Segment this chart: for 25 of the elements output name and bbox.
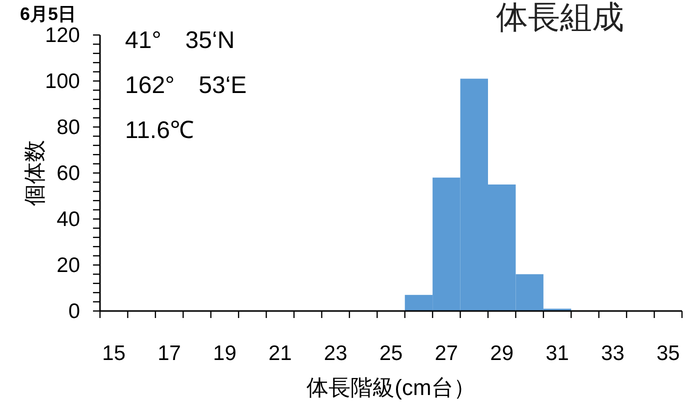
text: 6月5日: [20, 4, 76, 24]
y-axis-title: 個体数: [22, 140, 47, 206]
x-tick-label: 35: [656, 342, 680, 365]
annotation: 162° 53‘E: [125, 72, 247, 99]
x-tick-label: 27: [434, 342, 458, 365]
x-tick-label: 23: [324, 342, 348, 365]
x-tick-label: 33: [601, 342, 624, 365]
y-tick-label: 0: [68, 300, 80, 323]
y-tick-label: 100: [44, 70, 80, 93]
x-tick-label: 15: [102, 342, 126, 365]
x-tick-label: 29: [490, 342, 514, 365]
x-tick-label: 19: [213, 342, 236, 365]
x-tick-label: 31: [546, 342, 569, 365]
annotation: 41° 35‘N: [125, 27, 235, 54]
x-axis-title: 体長階級(cm台）: [306, 375, 476, 400]
x-tick-label: 21: [268, 342, 292, 365]
y-tick-label: 40: [56, 208, 80, 231]
x-tick-label: 17: [158, 342, 181, 365]
y-tick-label: 80: [56, 116, 80, 139]
y-tick-label: 120: [44, 24, 80, 47]
annotation: 11.6℃: [125, 117, 194, 144]
y-tick-label: 60: [56, 162, 80, 185]
y-tick-label: 20: [56, 254, 80, 277]
chart-title: 体長組成: [496, 0, 624, 35]
x-tick-label: 25: [379, 342, 403, 365]
